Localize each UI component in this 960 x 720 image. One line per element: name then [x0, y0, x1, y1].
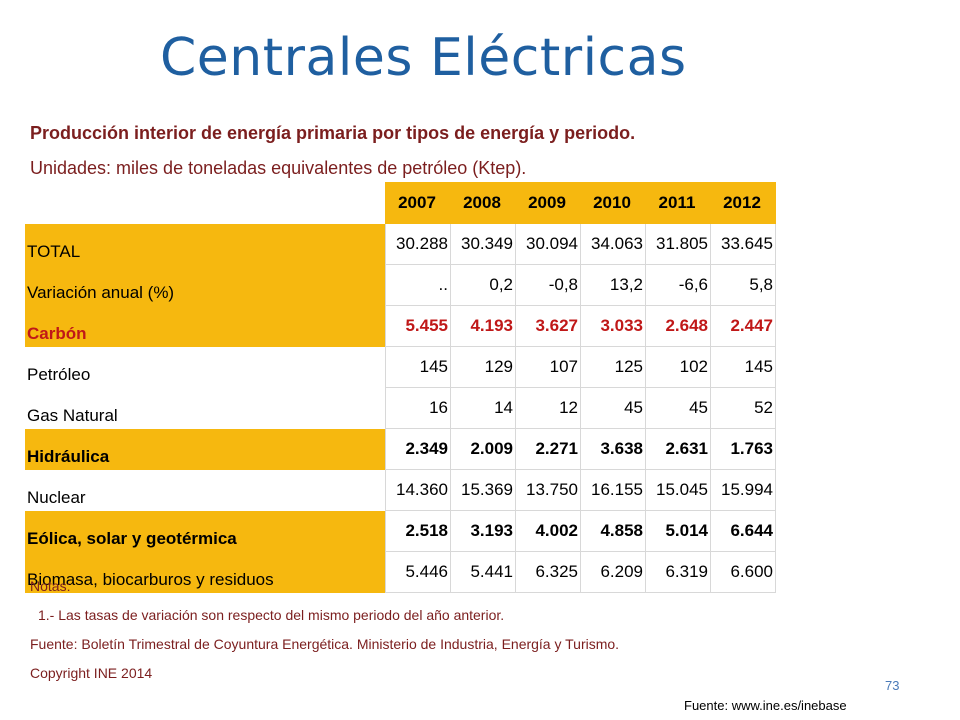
table-row: Petróleo 145 129 107 125 102 145	[25, 346, 776, 388]
notes-block: Notas: 1.- Las tasas de variación son re…	[30, 572, 619, 688]
table-header-row: 2007 2008 2009 2010 2011 2012	[25, 182, 776, 224]
source-citation: Fuente: Boletín Trimestral de Coyuntura …	[30, 636, 620, 652]
year-header: 2011	[645, 182, 711, 224]
row-label: Nuclear	[27, 487, 86, 507]
table-cell: 4.858	[580, 510, 646, 552]
table-cell: 16.155	[580, 469, 646, 511]
table-cell: 2.518	[385, 510, 451, 552]
table-cell: 145	[385, 346, 451, 388]
table-cell: 6.325	[515, 551, 581, 593]
table-row: TOTAL 30.288 30.349 30.094 34.063 31.805…	[25, 223, 776, 265]
table-cell: 6.600	[710, 551, 776, 593]
row-label: Biomasa, biocarburos y residuos	[25, 551, 386, 593]
table-cell: 102	[645, 346, 711, 388]
table-cell: 6.319	[645, 551, 711, 593]
table-cell: 2.631	[645, 428, 711, 470]
table-cell: 30.349	[450, 223, 516, 265]
table-cell: 6.209	[580, 551, 646, 593]
table-row: Eólica, solar y geotérmica 2.518 3.193 4…	[25, 510, 776, 552]
table-row: Variación anual (%) .. 0,2 -0,8 13,2 -6,…	[25, 264, 776, 306]
table-cell: 145	[710, 346, 776, 388]
table-cell: -6,6	[645, 264, 711, 306]
year-header: 2012	[710, 182, 776, 224]
row-label: Carbón	[25, 305, 386, 347]
source-url: Fuente: www.ine.es/inebase	[684, 698, 847, 713]
copyright-text: Copyright INE 2014	[30, 665, 153, 681]
table-row: Hidráulica 2.349 2.009 2.271 3.638 2.631…	[25, 428, 776, 470]
table-cell: 13.750	[515, 469, 581, 511]
row-label: Eólica, solar y geotérmica	[25, 510, 386, 552]
year-header: 2009	[515, 182, 581, 224]
table-cell: -0,8	[515, 264, 581, 306]
table-cell: 30.288	[385, 223, 451, 265]
table-cell: 2.349	[385, 428, 451, 470]
table-row: Biomasa, biocarburos y residuos 5.446 5.…	[25, 551, 776, 593]
table-cell: 33.645	[710, 223, 776, 265]
units-note: Unidades: miles de toneladas equivalente…	[30, 158, 527, 178]
table-cell: 3.193	[450, 510, 516, 552]
year-header: 2007	[385, 182, 451, 224]
row-label: Gas Natural	[27, 405, 118, 425]
table-cell: 14	[450, 387, 516, 429]
table-cell: ..	[385, 264, 451, 306]
table-cell: 16	[385, 387, 451, 429]
table-cell: 34.063	[580, 223, 646, 265]
table-cell: 15.369	[450, 469, 516, 511]
row-label: TOTAL	[25, 223, 386, 265]
table-cell: 15.045	[645, 469, 711, 511]
table-cell: 45	[580, 387, 646, 429]
table-cell: 2.009	[450, 428, 516, 470]
table-cell: 12	[515, 387, 581, 429]
table-cell: 5.014	[645, 510, 711, 552]
table-cell: 52	[710, 387, 776, 429]
year-header: 2008	[450, 182, 516, 224]
note-item: 1.- Las tasas de variación son respecto …	[38, 607, 505, 623]
row-label: Hidráulica	[25, 428, 386, 470]
table-subtitle: Producción interior de energía primaria …	[30, 123, 636, 143]
row-label: Petróleo	[27, 364, 91, 384]
table-cell: 4.002	[515, 510, 581, 552]
page-number: 73	[885, 678, 900, 693]
table-cell: 6.644	[710, 510, 776, 552]
energy-table: 2007 2008 2009 2010 2011 2012 TOTAL 30.2…	[25, 182, 776, 593]
table-cell: 3.627	[515, 305, 581, 347]
table-cell: 31.805	[645, 223, 711, 265]
table-cell: 45	[645, 387, 711, 429]
row-label: Variación anual (%)	[25, 264, 386, 306]
year-header: 2010	[580, 182, 646, 224]
table-cell: 2.447	[710, 305, 776, 347]
table-cell: 14.360	[385, 469, 451, 511]
table-cell: 4.193	[450, 305, 516, 347]
table-cell: 5.455	[385, 305, 451, 347]
table-cell: 30.094	[515, 223, 581, 265]
table-cell: 15.994	[710, 469, 776, 511]
table-cell: 2.271	[515, 428, 581, 470]
table-cell: 3.638	[580, 428, 646, 470]
table-cell: 0,2	[450, 264, 516, 306]
table-cell: 3.033	[580, 305, 646, 347]
page-title: Centrales Eléctricas	[160, 28, 687, 88]
table-row: Gas Natural 16 14 12 45 45 52	[25, 387, 776, 429]
header-empty-cell	[25, 183, 386, 224]
table-row: Carbón 5.455 4.193 3.627 3.033 2.648 2.4…	[25, 305, 776, 347]
table-cell: 129	[450, 346, 516, 388]
table-cell: 13,2	[580, 264, 646, 306]
table-cell: 2.648	[645, 305, 711, 347]
notes-heading: Notas:	[30, 578, 71, 594]
table-cell: 125	[580, 346, 646, 388]
table-cell: 5,8	[710, 264, 776, 306]
table-cell: 1.763	[710, 428, 776, 470]
table-cell: 107	[515, 346, 581, 388]
table-row: Nuclear 14.360 15.369 13.750 16.155 15.0…	[25, 469, 776, 511]
